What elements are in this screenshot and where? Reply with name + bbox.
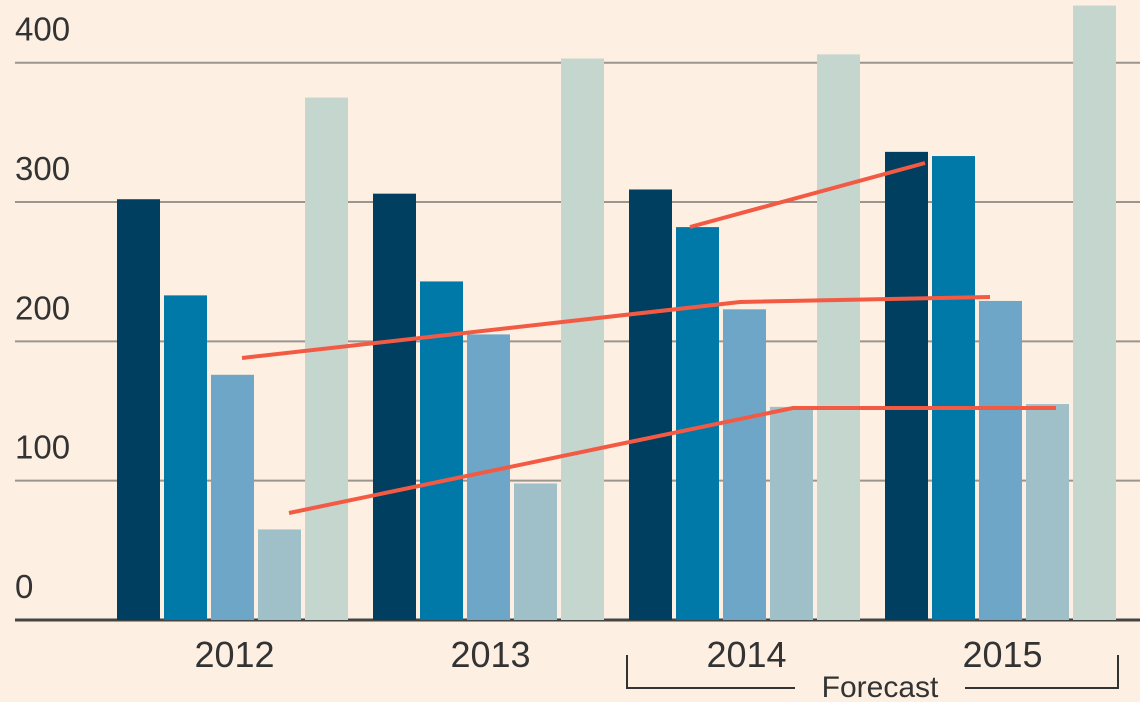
trend-lines [241, 161, 1056, 515]
bar [885, 151, 928, 620]
trend-line [288, 406, 1056, 515]
bar [305, 97, 348, 621]
x-tick-label: 2015 [962, 634, 1042, 675]
bracket-right [965, 655, 1119, 689]
forecast-label: Forecast [822, 671, 939, 702]
trend-line [241, 295, 991, 360]
bar [723, 309, 766, 620]
bar [561, 58, 604, 621]
bar [770, 406, 813, 620]
x-tick-label: 2012 [194, 634, 274, 675]
bar [629, 189, 672, 620]
bar [164, 295, 207, 620]
bar [979, 300, 1022, 620]
bars [117, 5, 1116, 621]
bar [932, 156, 975, 621]
y-tick-label: 100 [15, 429, 70, 466]
bar [514, 483, 557, 620]
bar [258, 529, 301, 620]
bar [373, 193, 416, 621]
x-tick-label: 2014 [706, 634, 786, 675]
trend-line [689, 161, 926, 229]
y-tick-label: 0 [15, 568, 33, 605]
x-tick-label: 2013 [450, 634, 530, 675]
bar [817, 54, 860, 620]
bar [467, 334, 510, 620]
bar [117, 199, 160, 620]
y-tick-label: 200 [15, 289, 70, 326]
bracket-left [626, 655, 795, 689]
bar [211, 374, 254, 620]
y-tick-label: 300 [15, 150, 70, 187]
forecast-bracket [626, 655, 1119, 689]
y-tick-label: 400 [15, 11, 70, 48]
bar [1073, 5, 1116, 620]
bar [1026, 404, 1069, 620]
